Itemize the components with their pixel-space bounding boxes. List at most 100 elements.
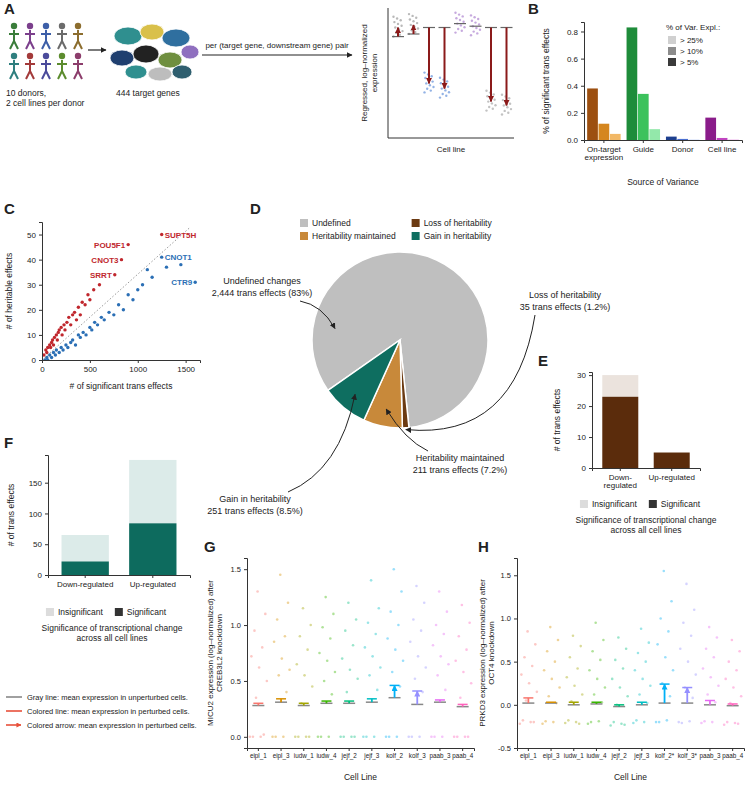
point [65, 321, 68, 324]
reference-line [42, 227, 190, 360]
bar [587, 88, 598, 140]
point [55, 348, 58, 351]
tick: 150 [29, 479, 48, 488]
cell-point [414, 677, 417, 680]
label-line: F [4, 434, 13, 451]
tick-mark [682, 140, 683, 143]
point [60, 333, 63, 336]
slice-label: Undefined changes [223, 276, 301, 286]
axis-line [514, 559, 518, 749]
cell-point [435, 624, 438, 627]
tick-label: 20 [577, 402, 586, 411]
cell [172, 65, 192, 79]
axis: 0.00.20.40.60.8 [567, 23, 585, 146]
cell-point [611, 678, 614, 681]
schematic-dot [441, 87, 443, 89]
shift-arrow [348, 701, 350, 703]
annotation: SUPT5H [165, 231, 197, 240]
tick-label: 20 [27, 306, 36, 315]
schematic-arrow [428, 28, 430, 84]
cell-point [459, 696, 462, 699]
tick-mark [596, 748, 597, 751]
tick-label: 40 [27, 256, 36, 265]
tick: 50 [33, 540, 48, 549]
tick: 10 [577, 433, 592, 442]
schematic-dot [408, 13, 410, 15]
schematic-dot [446, 80, 448, 82]
shift-arrow [394, 685, 396, 697]
tick-mark [326, 748, 327, 751]
tick-mark [462, 748, 463, 751]
schematic-dot [470, 14, 472, 16]
schematic-dot [502, 99, 504, 101]
cell-point [365, 736, 368, 739]
leader-arrow [288, 394, 355, 492]
cell-point [334, 671, 337, 674]
tick-label: 50 [33, 540, 42, 549]
cell-point [418, 736, 421, 739]
note: Colored line: mean expression in perturb… [27, 707, 190, 716]
label-line: expression [370, 54, 379, 93]
legend-label: Heritability maintained [312, 231, 396, 241]
axis: 050100150 [29, 456, 49, 581]
point [59, 326, 62, 329]
cell-point [640, 628, 643, 631]
bar [717, 138, 728, 140]
point [49, 346, 52, 349]
cell-point [534, 643, 537, 646]
axis-line [244, 559, 248, 749]
label-line: Down-regulated [57, 580, 113, 589]
cell-point [738, 650, 741, 653]
point [46, 358, 49, 360]
schematic-dot [460, 24, 462, 26]
schematic-dot [401, 30, 403, 32]
schematic-dot [432, 86, 434, 88]
label-line: Donor [672, 145, 694, 154]
cell-point [558, 686, 561, 689]
tick: Guide [633, 140, 655, 154]
cell-point [693, 609, 696, 612]
cell-point [543, 669, 546, 672]
bar-segment [602, 375, 638, 397]
cell-point [303, 674, 306, 677]
cell-point [581, 693, 584, 696]
cell-point [256, 590, 259, 593]
label-line: # of significant trans effects [70, 381, 173, 391]
tick-label: kolf_3 [409, 752, 426, 760]
schematic-dot [400, 19, 402, 21]
tick-label: 0.0 [567, 136, 579, 145]
point [96, 323, 99, 326]
tick: Down-regulated [57, 575, 113, 589]
tick-mark [641, 748, 642, 751]
tick: paab_4 [722, 748, 744, 760]
cell-point [638, 693, 641, 696]
axis: eipl_1eipl_3iudw_1iudw_4jejf_2jejf_3kolf… [248, 748, 475, 760]
tick: 30 [27, 281, 42, 290]
tick-label: 0 [40, 365, 45, 374]
tick-label: iudw_4 [586, 752, 606, 760]
cell [114, 27, 142, 45]
point [86, 293, 89, 296]
cell-point [308, 736, 311, 739]
cell-point [632, 722, 635, 725]
pie [312, 252, 488, 428]
schematic-arrow [444, 28, 446, 89]
schematic-dot [459, 19, 461, 21]
schematic-dot [473, 16, 475, 18]
cell-point [355, 618, 358, 621]
cell-point [282, 736, 285, 739]
cell [140, 24, 164, 40]
cell-point [575, 721, 578, 724]
shift-arrow [280, 699, 282, 702]
schematic-dot [397, 23, 399, 25]
legend-swatch [649, 500, 657, 508]
cell-point [634, 669, 637, 672]
cell-point [367, 622, 370, 625]
tick-label: 0 [582, 464, 587, 473]
schematic-dot [439, 77, 441, 79]
tick-mark [722, 140, 723, 143]
cell-point [655, 721, 658, 724]
cell-point [327, 736, 330, 739]
cell-point [670, 600, 673, 603]
cell [181, 45, 199, 59]
